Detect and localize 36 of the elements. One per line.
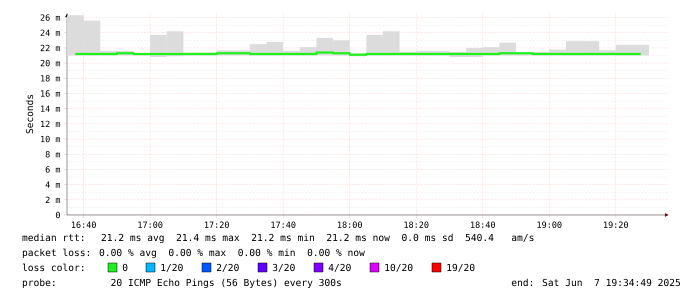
text: median rtt: 21.2 ms avg 21.4 ms max 21.2 ms min 21.2 ms now 0.0 ms sd 540.4 am/s (22, 234, 534, 244)
legend-label: 19/20 (447, 264, 474, 272)
y-tick-label: 26 m (40, 14, 60, 21)
legend-label: 2/20 (216, 264, 239, 272)
legend-title: loss color: (22, 264, 84, 272)
y-tick-label: 18 m (41, 75, 60, 82)
y-tick-label: 16 m (41, 90, 60, 97)
legend-label: 10/20 (385, 264, 412, 272)
text: end: Sat Jun 7 19:34:49 2025 (512, 278, 680, 286)
y-tick-label: 20 m (40, 60, 60, 66)
y-tick-label: 6 m (46, 166, 60, 173)
x-tick-label: 16:40 (72, 222, 96, 228)
legend-label: 3/20 (272, 264, 295, 272)
legend-label: 0 (122, 264, 128, 272)
y-tick-label: 8 m (46, 151, 60, 158)
text: packet loss: 0.00 % avg 0.00 % max 0.00 % min 0.00 % now (22, 248, 365, 258)
x-tick-label: 19:00 (537, 222, 562, 228)
y-tick-label: 22 m (40, 44, 60, 52)
x-tick-label: 18:00 (338, 222, 362, 228)
x-tick-label: 17:00 (138, 222, 162, 228)
x-tick-label: 18:40 (470, 222, 495, 228)
x-tick-label: 19:20 (604, 222, 628, 228)
x-tick-label: 17:40 (271, 222, 296, 228)
y-tick-label: 10 m (41, 136, 60, 142)
y-tick-label: 4 m (46, 182, 60, 188)
y-tick-label: 14 m (41, 106, 60, 112)
y-tick-label: 2 m (46, 196, 60, 203)
y-tick-label: 12 m (41, 120, 60, 128)
legend-label: 4/20 (328, 264, 351, 272)
y-tick-label: 24 m (40, 30, 60, 36)
x-tick-label: 17:20 (204, 222, 229, 228)
x-tick-label: 18:20 (404, 222, 428, 228)
y-tick-label: 0 (56, 212, 60, 218)
legend-label: 1/20 (161, 264, 183, 272)
text: probe: 20 ICMP Echo Pings (56 Bytes) every 300s (22, 278, 341, 288)
y-axis-title: Seconds (26, 94, 34, 134)
